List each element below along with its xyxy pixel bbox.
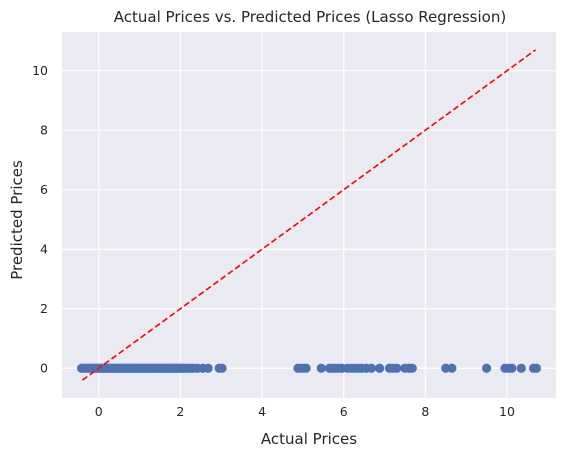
data-point	[392, 363, 402, 373]
reference-line	[81, 49, 537, 381]
data-point	[217, 363, 227, 373]
y-tick-label: 0	[40, 361, 48, 376]
data-point	[301, 363, 311, 373]
y-tick-label: 2	[40, 301, 48, 316]
data-point	[316, 363, 326, 373]
data-point	[447, 363, 457, 373]
x-tick-label: 6	[340, 404, 348, 419]
x-tick-label: 2	[176, 404, 184, 419]
grid	[62, 32, 556, 398]
data-point	[366, 363, 377, 373]
tick-labels: 0 2 4 6 8 10 0 2 4 6 8 10	[32, 63, 515, 419]
y-tick-label: 10	[32, 63, 48, 78]
y-tick-label: 8	[40, 123, 48, 138]
data-point	[516, 363, 526, 373]
y-tick-label: 4	[40, 242, 48, 257]
data-point	[407, 363, 417, 373]
data-point	[203, 363, 213, 373]
x-tick-label: 4	[258, 404, 266, 419]
x-tick-label: 0	[95, 404, 103, 419]
x-tick-label: 8	[421, 404, 429, 419]
x-axis-label: Actual Prices	[261, 430, 357, 448]
data-points	[76, 363, 542, 373]
data-point	[531, 363, 542, 373]
x-tick-label: 10	[499, 404, 515, 419]
data-point	[481, 363, 492, 373]
data-point	[375, 363, 385, 373]
data-point	[507, 363, 517, 373]
chart-title: Actual Prices vs. Predicted Prices (Lass…	[114, 8, 506, 26]
y-tick-label: 6	[40, 182, 48, 197]
y-axis-label: Predicted Prices	[8, 160, 26, 280]
